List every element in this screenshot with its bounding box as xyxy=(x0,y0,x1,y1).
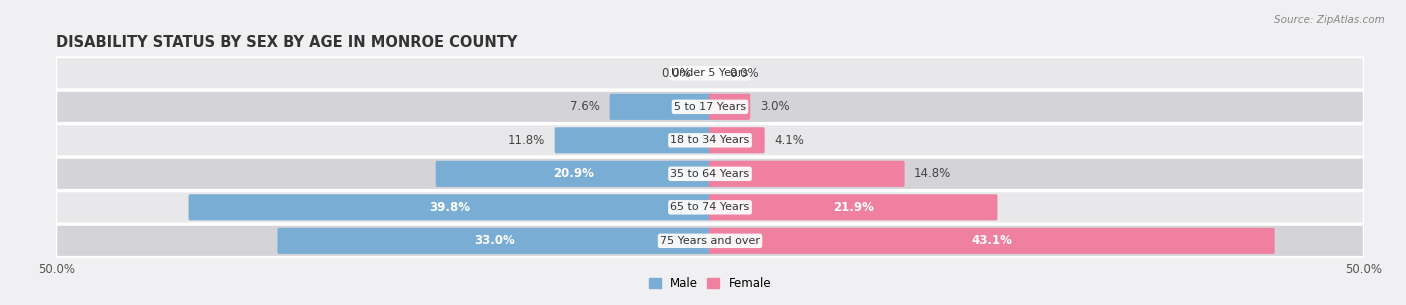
Text: 20.9%: 20.9% xyxy=(553,167,593,180)
Text: 7.6%: 7.6% xyxy=(571,100,600,113)
Text: 75 Years and over: 75 Years and over xyxy=(659,236,761,246)
FancyBboxPatch shape xyxy=(277,228,711,254)
Text: 33.0%: 33.0% xyxy=(474,234,515,247)
Text: DISABILITY STATUS BY SEX BY AGE IN MONROE COUNTY: DISABILITY STATUS BY SEX BY AGE IN MONRO… xyxy=(56,35,517,50)
FancyBboxPatch shape xyxy=(610,94,711,120)
FancyBboxPatch shape xyxy=(709,161,904,187)
Text: 0.0%: 0.0% xyxy=(661,67,690,80)
Text: 39.8%: 39.8% xyxy=(429,201,471,214)
FancyBboxPatch shape xyxy=(56,158,1364,190)
Text: 18 to 34 Years: 18 to 34 Years xyxy=(671,135,749,145)
Text: 14.8%: 14.8% xyxy=(914,167,952,180)
Text: 43.1%: 43.1% xyxy=(972,234,1012,247)
Text: 3.0%: 3.0% xyxy=(759,100,789,113)
FancyBboxPatch shape xyxy=(709,194,997,221)
FancyBboxPatch shape xyxy=(56,124,1364,156)
FancyBboxPatch shape xyxy=(709,94,751,120)
Text: 5 to 17 Years: 5 to 17 Years xyxy=(673,102,747,112)
FancyBboxPatch shape xyxy=(188,194,711,221)
FancyBboxPatch shape xyxy=(56,57,1364,89)
Legend: Male, Female: Male, Female xyxy=(648,277,772,290)
Text: 65 to 74 Years: 65 to 74 Years xyxy=(671,202,749,212)
Text: 4.1%: 4.1% xyxy=(775,134,804,147)
FancyBboxPatch shape xyxy=(555,127,711,153)
FancyBboxPatch shape xyxy=(56,191,1364,223)
Text: Under 5 Years: Under 5 Years xyxy=(672,68,748,78)
Text: 0.0%: 0.0% xyxy=(730,67,759,80)
FancyBboxPatch shape xyxy=(56,225,1364,257)
Text: 21.9%: 21.9% xyxy=(832,201,873,214)
FancyBboxPatch shape xyxy=(709,127,765,153)
FancyBboxPatch shape xyxy=(709,228,1275,254)
Text: 35 to 64 Years: 35 to 64 Years xyxy=(671,169,749,179)
Text: Source: ZipAtlas.com: Source: ZipAtlas.com xyxy=(1274,15,1385,25)
Text: 11.8%: 11.8% xyxy=(508,134,546,147)
FancyBboxPatch shape xyxy=(436,161,711,187)
FancyBboxPatch shape xyxy=(56,91,1364,123)
